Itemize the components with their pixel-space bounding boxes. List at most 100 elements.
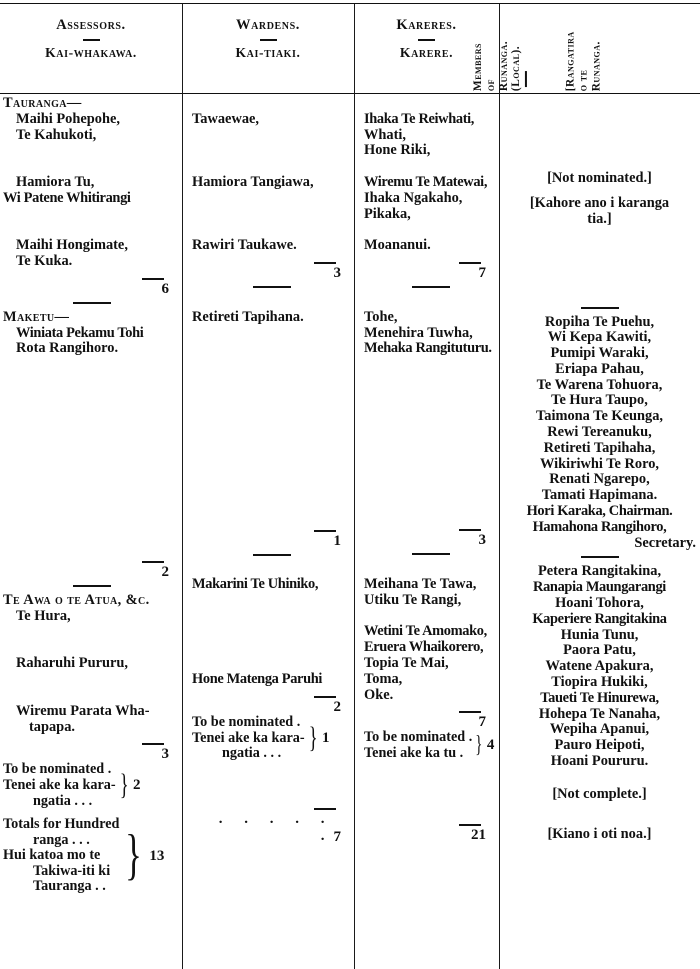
- subtotal-value: 7: [478, 714, 487, 731]
- list-item: Moananui.: [364, 237, 431, 254]
- list-item: Ihaka Te Reiwhati,: [364, 110, 475, 127]
- curly-brace-icon: }: [475, 732, 483, 759]
- list-item: Wikiriwhi Te Roro,: [539, 455, 660, 472]
- rangatira-line-2: o te: [577, 69, 590, 91]
- totals-label-mi-2: Takiwa-iti ki: [33, 862, 111, 879]
- totals-wardens-value: 7: [333, 828, 342, 845]
- totals-wardens: . . . . . . 7: [192, 807, 352, 845]
- list-item: Wi Patene Whitirangi: [3, 189, 131, 206]
- subtotal-rule: [314, 807, 336, 810]
- totals-label-mi-1: Hui katoa mo te: [3, 847, 101, 864]
- section-divider-icon: [580, 306, 619, 309]
- section-heading-maketu: Maketu—: [3, 308, 70, 325]
- list-item: Hoani Poururu.: [550, 753, 649, 770]
- section-divider-icon: [72, 301, 111, 304]
- column-header-rangatira-o-te-runanga: [Rangatira o te Runanga.: [565, 31, 603, 91]
- list-item: Rawiri Taukawe.: [192, 237, 297, 254]
- list-item: Eruera Whaikorero,: [364, 639, 484, 656]
- column-divider-2: [354, 4, 355, 969]
- to-be-nominated-count: 2: [133, 777, 141, 794]
- subtotal-assessors-maketu: 2: [3, 561, 180, 580]
- column-wardens: Tawaewae, Hamiora Tangiawa, Rawiri Tauka…: [182, 96, 354, 969]
- subtotal-wardens-tauranga: 3: [192, 261, 352, 281]
- totals-kareres: 21: [364, 823, 497, 843]
- list-item: Hone Riki,: [364, 142, 431, 159]
- subtotal-rule: [314, 261, 336, 264]
- subtotal-kareres-te-awa: 7: [364, 711, 497, 730]
- subtotal-value: 6: [161, 280, 170, 297]
- runanga-chairman: Hori Karaka, Chairman.: [526, 503, 673, 520]
- runanga-secretary-name: Hamahona Rangihoro,: [532, 518, 667, 535]
- list-item: Te Hura Taupo,: [551, 392, 648, 409]
- column-header-kareres-subtitle: Karere.: [399, 44, 454, 60]
- subtotal-kareres-maketu: 3: [364, 529, 497, 548]
- subtotal-kareres-tauranga: 7: [364, 261, 497, 281]
- members-line-3: Runanga.: [497, 40, 510, 91]
- list-item: Rewi Tereanuku,: [547, 424, 652, 441]
- list-item: Maihi Pohepohe,: [16, 110, 120, 127]
- list-item: Hunia Tunu,: [560, 626, 639, 643]
- subtotal-rule: [459, 711, 481, 714]
- list-item: Paora Patu,: [563, 642, 636, 659]
- list-item: Taimona Te Keunga,: [535, 408, 664, 425]
- subtotal-value: 7: [478, 264, 487, 281]
- list-item: Pumipi Waraki,: [550, 345, 649, 362]
- list-item: Tohe,: [364, 308, 398, 325]
- to-be-nominated-label-mi-1: Tenei ake ka kara-: [3, 776, 116, 793]
- column-divider-3: [499, 4, 500, 969]
- list-item: Retireti Tapihaha,: [543, 439, 656, 456]
- runanga-secretary-title: Secretary.: [634, 534, 696, 551]
- header-dash-icon: [418, 38, 435, 41]
- list-item: Makarini Te Uhiniko,: [192, 576, 319, 593]
- list-item: Renati Ngarepo,: [549, 471, 650, 488]
- list-item: Winiata Pekamu Tohi: [16, 324, 144, 341]
- totals-kareres-value: 21: [471, 826, 486, 843]
- runanga-note-not-nominated: [Not nominated.]: [547, 170, 652, 186]
- to-be-nominated-count: 1: [322, 729, 330, 746]
- totals-label-en-1: Totals for Hundred: [3, 816, 120, 833]
- column-header-members-of-runanga: Members of Runanga. (Local).: [472, 41, 529, 91]
- table-header: Assessors. Kai-whakawa. Wardens. Kai-tia…: [0, 4, 700, 93]
- totals-assessors: Totals for Hundred ranga . . . Hui katoa…: [3, 817, 180, 895]
- column-header-kareres: Kareres. Karere.: [354, 4, 499, 93]
- subtotal-rule: [142, 277, 164, 280]
- header-dash-icon: [259, 38, 277, 41]
- subtotal-assessors-tauranga: 6: [3, 277, 180, 297]
- list-item: Eriapa Pahau,: [555, 360, 644, 377]
- column-runanga: [Not nominated.] [Kahore ano i karanga t…: [499, 96, 700, 969]
- curly-brace-icon: }: [308, 721, 318, 755]
- list-item: Toma,: [364, 670, 403, 687]
- list-item: Te Hura,: [16, 607, 71, 624]
- column-header-kareres-title: Kareres.: [396, 17, 457, 33]
- section-divider-icon: [253, 285, 291, 288]
- to-be-nominated-label-en: To be nominated .: [192, 713, 301, 730]
- list-item: Ranapia Maungarangi: [533, 579, 666, 596]
- to-be-nominated-assessors: To be nominated . Tenei ake ka kara- nga…: [3, 762, 180, 809]
- list-item: Hone Matenga Paruhi: [192, 671, 323, 688]
- runanga-note-kahore-1: [Kahore ano i karanga: [529, 194, 670, 211]
- list-item: Menehira Tuwha,: [364, 324, 473, 341]
- list-item: Tawaewae,: [192, 110, 260, 127]
- section-heading-te-awa-o-te-atua: Te Awa o te Atua, &c.: [3, 592, 150, 609]
- column-assessors: Tauranga— Maihi Pohepohe, Te Kahukoti, H…: [0, 95, 182, 969]
- subtotal-value: 3: [333, 264, 342, 281]
- subtotal-rule: [314, 529, 336, 532]
- list-item: Mehaka Rangituturu.: [364, 340, 492, 357]
- list-item: Pauro Heipoti,: [554, 737, 645, 754]
- curly-brace-icon: }: [125, 824, 143, 887]
- subtotal-value: 2: [161, 564, 170, 581]
- to-be-nominated-label-mi-1: Tenei ake ka kara-: [192, 729, 305, 746]
- to-be-nominated-label-mi-2: ngatia . . .: [33, 792, 93, 809]
- list-item: Te Warena Tohuora,: [536, 376, 663, 393]
- list-item: Oke.: [364, 686, 394, 703]
- totals-label-en-2: ranga . . .: [33, 831, 90, 848]
- list-item: Wi Kepa Kawiti,: [547, 329, 652, 346]
- column-header-assessors: Assessors. Kai-whakawa.: [0, 4, 182, 93]
- subtotal-rule: [142, 561, 164, 564]
- list-item: tapapa.: [29, 718, 75, 735]
- section-divider-icon: [411, 553, 450, 556]
- to-be-nominated-label-en: To be nominated .: [364, 729, 473, 746]
- subtotal-value: 2: [333, 698, 342, 715]
- members-line-4: (Local).: [510, 45, 523, 91]
- list-item: Hohepa Te Nanaha,: [538, 705, 661, 722]
